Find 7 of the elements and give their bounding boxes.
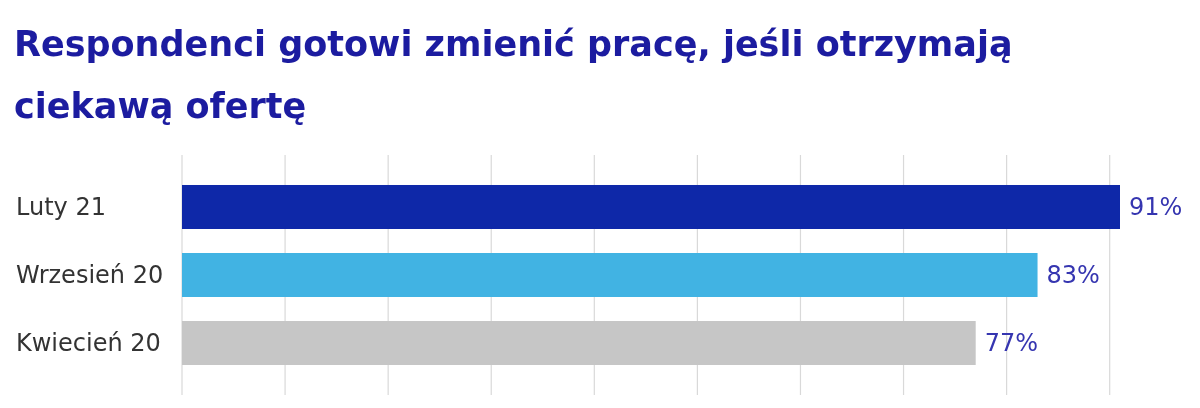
chart-title: Respondenci gotowi zmienić pracę, jeśli otrzymają ciekawą ofertę xyxy=(14,24,1013,126)
data-label: 83% xyxy=(1046,261,1100,290)
data-label: 91% xyxy=(1129,193,1183,222)
data-label: 77% xyxy=(984,329,1039,358)
y-tick-label: Kwiecień 20 xyxy=(16,329,161,358)
y-tick-label: Wrzesień 20 xyxy=(16,261,164,290)
y-tick-label: Luty 21 xyxy=(16,193,106,222)
